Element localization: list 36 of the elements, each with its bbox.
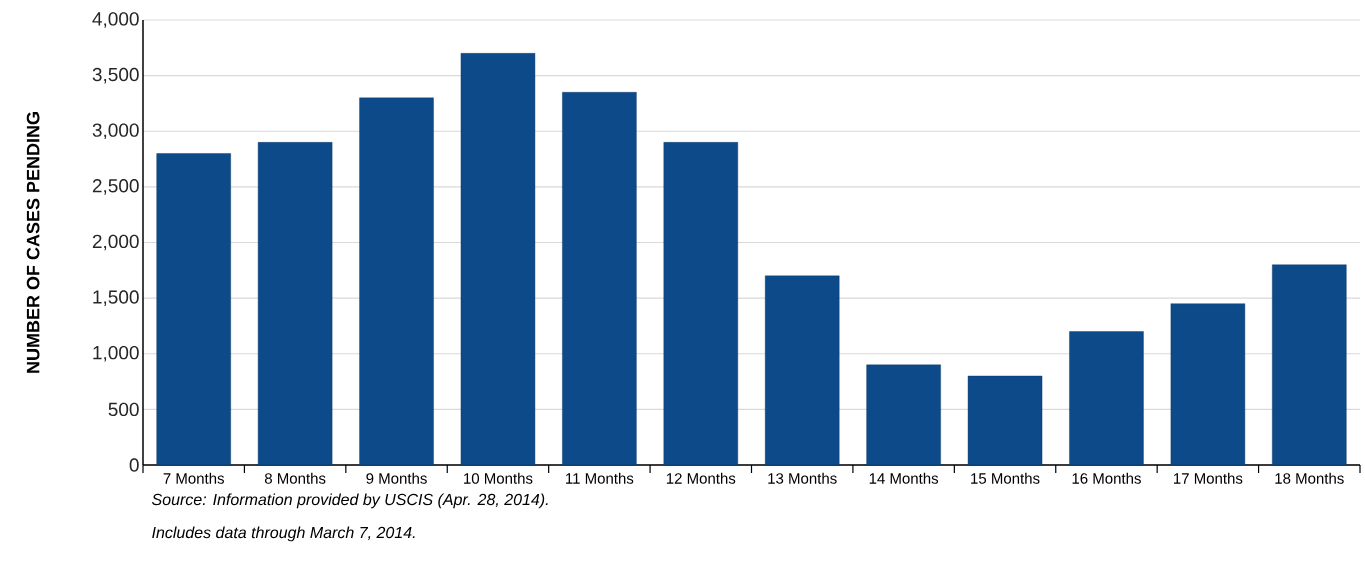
- y-tick-label: 1,000: [93, 345, 139, 362]
- x-tick-label: 8 Months: [264, 472, 326, 484]
- x-tick-label: 18 Months: [1275, 472, 1344, 484]
- y-tick-label: 3,000: [92, 123, 139, 140]
- bar: [562, 92, 637, 466]
- bar: [967, 375, 1043, 466]
- bar: [257, 142, 333, 466]
- x-tick-label: 12 Months: [666, 472, 736, 484]
- x-tick-label: 13 Months: [768, 472, 837, 484]
- x-tick-label: 17 Months: [1174, 472, 1243, 484]
- bar: [156, 153, 231, 466]
- x-tick-label: 7 Months: [163, 472, 224, 484]
- y-axis-title: NUMBER OF CASES PENDING: [26, 112, 40, 373]
- y-tick-label: 0: [129, 458, 139, 472]
- bar: [359, 97, 434, 466]
- y-tick-label: 4,000: [92, 12, 139, 28]
- x-tick-label: 16 Months: [1072, 472, 1141, 484]
- text: Includes data through March 7, 2014.: [152, 526, 415, 542]
- x-tick-label: 10 Months: [464, 472, 533, 484]
- y-tick-label: 2,500: [92, 179, 139, 195]
- bar: [663, 142, 738, 466]
- y-tick-label: 1,500: [93, 290, 139, 306]
- source-note: Source: Information provided by USCIS (Apr. 28, 2014).: [151, 493, 548, 509]
- bar: [460, 53, 536, 466]
- y-tick-label: 2,000: [92, 234, 139, 251]
- y-tick-label: 500: [108, 402, 139, 417]
- bar: [1272, 264, 1347, 466]
- x-tick-label: 15 Months: [971, 472, 1040, 484]
- x-tick-label: 11 Months: [566, 472, 634, 484]
- bar: [866, 364, 941, 466]
- bar: [765, 275, 840, 466]
- bar: [1170, 303, 1246, 466]
- x-tick-label: 9 Months: [366, 472, 427, 484]
- y-tick-label: 3,500: [92, 67, 139, 84]
- bar: [1069, 331, 1144, 466]
- x-tick-label: 14 Months: [869, 472, 939, 484]
